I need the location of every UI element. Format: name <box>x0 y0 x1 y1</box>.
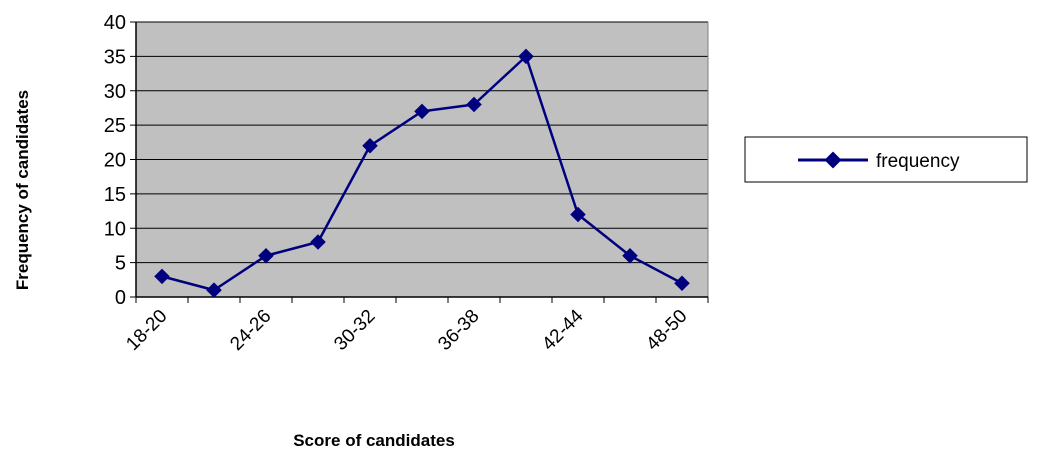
legend-label: frequency <box>876 151 960 172</box>
y-tick-label: 10 <box>104 218 126 240</box>
x-tick-label: 30-32 <box>330 306 379 355</box>
y-axis-ticks: 0 5 10 15 20 25 30 35 40 <box>104 12 136 309</box>
y-tick-label: 15 <box>104 184 126 206</box>
legend-box <box>744 136 1028 183</box>
data-point <box>362 137 378 154</box>
legend: frequency <box>744 136 1028 183</box>
series-frequency <box>154 48 690 298</box>
y-tick-label: 0 <box>115 287 126 309</box>
plot-area <box>135 21 709 298</box>
legend-marker <box>824 151 842 169</box>
x-axis-title: Score of candidates <box>293 431 455 450</box>
data-point <box>310 234 326 250</box>
x-tick-label: 24-26 <box>226 306 275 355</box>
data-point <box>570 206 586 223</box>
y-axis-title: Frequency of candidates <box>13 90 32 290</box>
y-tick-label: 35 <box>104 46 126 68</box>
y-tick-label: 20 <box>104 150 126 172</box>
y-tick-label: 5 <box>115 253 126 275</box>
data-point <box>206 282 222 298</box>
x-tick-label: 18-20 <box>122 306 171 355</box>
x-axis-ticks: 18-20 24-26 30-32 36-38 42-44 48-50 <box>122 297 709 355</box>
y-tick-label: 30 <box>104 81 126 103</box>
data-point <box>154 268 170 285</box>
y-tick-label: 25 <box>104 115 126 137</box>
x-tick-label: 36-38 <box>434 306 483 355</box>
x-tick-label: 42-44 <box>538 305 588 355</box>
x-tick-label: 48-50 <box>642 306 691 355</box>
y-tick-label: 40 <box>104 12 126 34</box>
